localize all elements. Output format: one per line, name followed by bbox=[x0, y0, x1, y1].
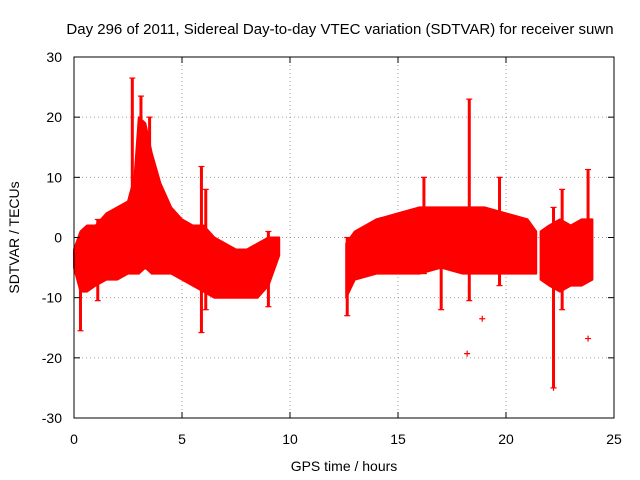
x-tick-label: 20 bbox=[498, 431, 514, 447]
data-point bbox=[464, 350, 471, 357]
y-axis-ticks: -30 -20 -10 0 10 20 30 bbox=[42, 49, 614, 426]
data-point bbox=[479, 315, 486, 322]
y-tick-label: -10 bbox=[42, 290, 62, 306]
x-tick-label: 10 bbox=[282, 431, 298, 447]
data-envelope bbox=[539, 218, 594, 293]
y-axis-label: SDTVAR / TECUs bbox=[6, 181, 22, 293]
data-envelopes bbox=[73, 116, 594, 299]
x-tick-label: 5 bbox=[178, 431, 186, 447]
y-tick-label: 20 bbox=[46, 109, 62, 125]
chart-title: Day 296 of 2011, Sidereal Day-to-day VTE… bbox=[66, 21, 613, 38]
x-tick-label: 15 bbox=[390, 431, 406, 447]
data-point bbox=[585, 335, 592, 342]
data-spikes bbox=[77, 77, 592, 389]
y-tick-label: 10 bbox=[46, 169, 62, 185]
x-tick-label: 0 bbox=[70, 431, 78, 447]
data-point bbox=[550, 384, 557, 391]
data-envelope bbox=[73, 116, 281, 299]
x-axis-ticks: 0 5 10 15 20 25 bbox=[70, 57, 622, 447]
x-axis-label: GPS time / hours bbox=[291, 458, 398, 474]
y-tick-label: 0 bbox=[54, 230, 62, 246]
data-outliers bbox=[464, 315, 592, 391]
y-tick-label: -20 bbox=[42, 350, 62, 366]
x-tick-label: 25 bbox=[606, 431, 622, 447]
y-tick-label: 30 bbox=[46, 49, 62, 65]
y-tick-label: -30 bbox=[42, 410, 62, 426]
